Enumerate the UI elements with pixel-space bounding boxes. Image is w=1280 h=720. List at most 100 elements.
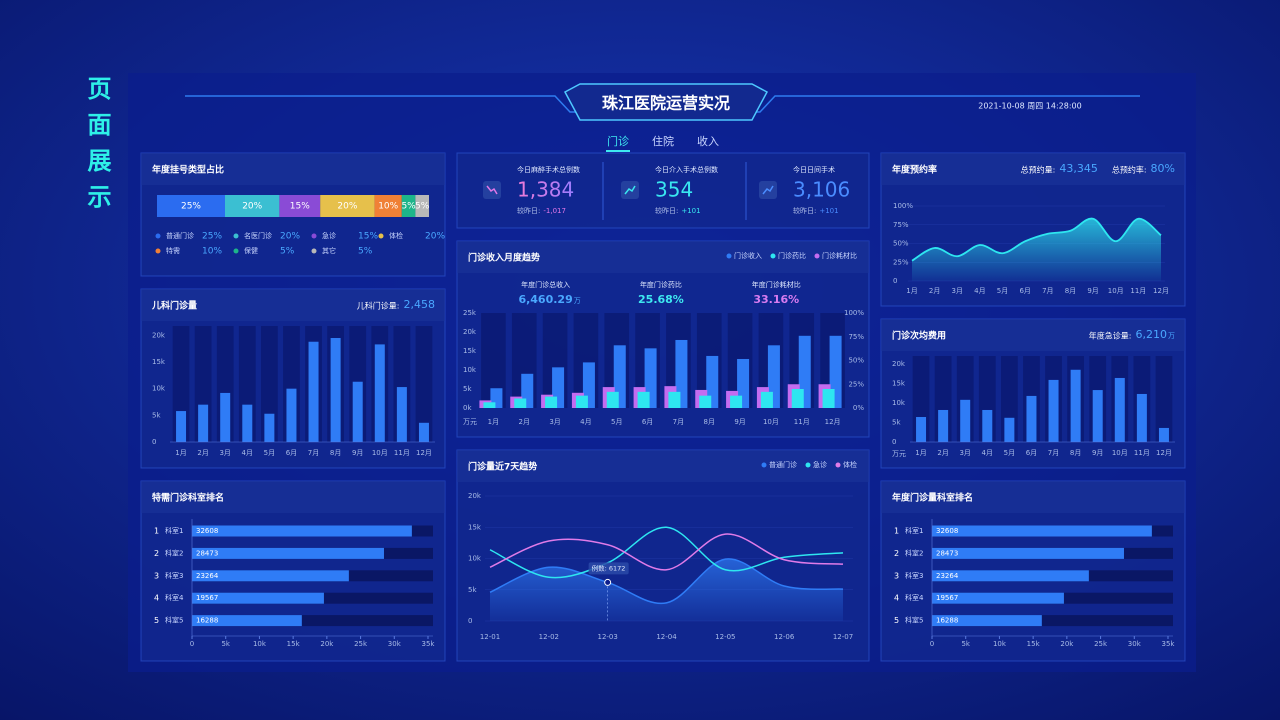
x-tick-label: 2月 bbox=[519, 418, 530, 426]
tab[interactable]: 收入 bbox=[697, 134, 719, 148]
bar bbox=[264, 413, 275, 442]
legend-dot bbox=[805, 462, 811, 468]
panel-header bbox=[141, 153, 445, 185]
panel-header bbox=[141, 289, 445, 321]
bar bbox=[960, 399, 971, 442]
stat-value: 80% bbox=[1151, 162, 1175, 175]
stat-value: 6,460.29 bbox=[518, 293, 572, 306]
kpi-panel bbox=[456, 152, 870, 229]
category: 科室5 bbox=[905, 616, 923, 625]
y-tick-label: 10k bbox=[468, 555, 482, 563]
x-tick-label: 9月 bbox=[1087, 287, 1098, 295]
y-unit: 万元 bbox=[463, 418, 477, 426]
bar bbox=[192, 570, 349, 582]
x-tick-label: 10月 bbox=[763, 418, 779, 426]
legend-value: 15% bbox=[358, 232, 378, 242]
y-tick-label: 0 bbox=[468, 617, 472, 625]
y-tick-label: 50% bbox=[848, 357, 864, 365]
tab[interactable]: 住院 bbox=[652, 134, 674, 148]
value-label: 23264 bbox=[196, 572, 219, 580]
x-tick-label: 9月 bbox=[352, 449, 363, 457]
legend-value: 10% bbox=[202, 247, 222, 257]
x-tick-label: 10月 bbox=[1108, 287, 1124, 295]
value-label: 16288 bbox=[936, 617, 958, 625]
value-label: 28473 bbox=[936, 549, 958, 557]
segment-label: 5% bbox=[401, 202, 416, 212]
value-label: 16288 bbox=[196, 617, 218, 625]
bar bbox=[730, 395, 743, 408]
bar bbox=[192, 525, 412, 537]
y-tick-label: 15k bbox=[468, 523, 482, 531]
bar bbox=[932, 592, 1064, 604]
x-tick-label: 3月 bbox=[549, 418, 560, 426]
x-tick-label: 9月 bbox=[734, 418, 745, 426]
bar bbox=[760, 391, 773, 408]
y-tick-label: 5k bbox=[152, 411, 161, 419]
x-tick-label: 5k bbox=[221, 640, 230, 648]
side-title: 页面展示 bbox=[83, 76, 111, 220]
tooltip-label: 例数: bbox=[592, 563, 607, 572]
x-tick-label: 4月 bbox=[974, 287, 985, 295]
track bbox=[932, 615, 1173, 627]
y-tick-label: 75% bbox=[848, 333, 864, 341]
x-tick-label: 5月 bbox=[997, 287, 1008, 295]
legend-value: 5% bbox=[358, 247, 373, 257]
bar bbox=[192, 615, 302, 627]
legend-label: 特需 bbox=[166, 246, 180, 255]
panel-title: 年度挂号类型占比 bbox=[152, 164, 224, 176]
rank: 4 bbox=[154, 594, 159, 603]
x-tick-label: 12-02 bbox=[539, 633, 559, 641]
bar bbox=[1026, 395, 1037, 442]
legend-label: 名医门诊 bbox=[244, 231, 272, 240]
x-tick-label: 25k bbox=[1094, 640, 1108, 648]
legend-dot bbox=[233, 233, 239, 239]
segment bbox=[401, 195, 416, 217]
kpi-compare: +101 bbox=[819, 207, 838, 215]
bar bbox=[699, 395, 712, 408]
rank: 2 bbox=[154, 549, 159, 558]
x-tick-label: 6月 bbox=[642, 418, 653, 426]
bar bbox=[514, 398, 527, 408]
x-tick-label: 9月 bbox=[1092, 449, 1103, 457]
x-tick-label: 2月 bbox=[937, 449, 948, 457]
bar bbox=[1136, 393, 1147, 442]
x-tick-label: 20k bbox=[1060, 640, 1074, 648]
segment-label: 20% bbox=[337, 202, 357, 212]
rank: 1 bbox=[894, 527, 899, 536]
bar bbox=[1114, 377, 1125, 442]
x-tick-label: 11月 bbox=[794, 418, 810, 426]
kpi-value: 354 bbox=[655, 178, 693, 202]
legend-dot bbox=[378, 233, 384, 239]
segment bbox=[225, 195, 280, 217]
panel-header bbox=[881, 153, 1185, 185]
bar bbox=[675, 339, 688, 408]
stat-unit: 万 bbox=[1168, 332, 1175, 340]
segment-label: 15% bbox=[290, 202, 310, 212]
y-tick-label: 100% bbox=[893, 202, 913, 210]
legend-label: 体检 bbox=[389, 231, 403, 240]
line bbox=[489, 558, 844, 605]
bar bbox=[198, 404, 209, 442]
x-tick-label: 10月 bbox=[372, 449, 388, 457]
bar bbox=[932, 525, 1152, 537]
x-tick-label: 30k bbox=[1128, 640, 1142, 648]
rank: 5 bbox=[154, 616, 159, 625]
bar bbox=[176, 411, 187, 442]
tab-active[interactable]: 门诊 bbox=[607, 134, 629, 148]
bar bbox=[1004, 417, 1015, 442]
panel-title: 儿科门诊量 bbox=[151, 300, 197, 312]
stat-label: 年度门诊药比 bbox=[640, 280, 682, 289]
x-tick-label: 12月 bbox=[1153, 287, 1169, 295]
y-tick-label: 15k bbox=[152, 358, 166, 366]
y-tick-label: 5k bbox=[468, 586, 477, 594]
x-tick-label: 2月 bbox=[929, 287, 940, 295]
category: 科室1 bbox=[905, 526, 923, 535]
panel-header bbox=[881, 481, 1185, 513]
legend-value: 25% bbox=[202, 232, 222, 242]
bar bbox=[374, 344, 385, 442]
x-tick-label: 25k bbox=[354, 640, 368, 648]
y-tick-label: 15k bbox=[463, 347, 477, 355]
bar bbox=[706, 355, 719, 408]
panel-title: 门诊次均费用 bbox=[892, 330, 946, 342]
